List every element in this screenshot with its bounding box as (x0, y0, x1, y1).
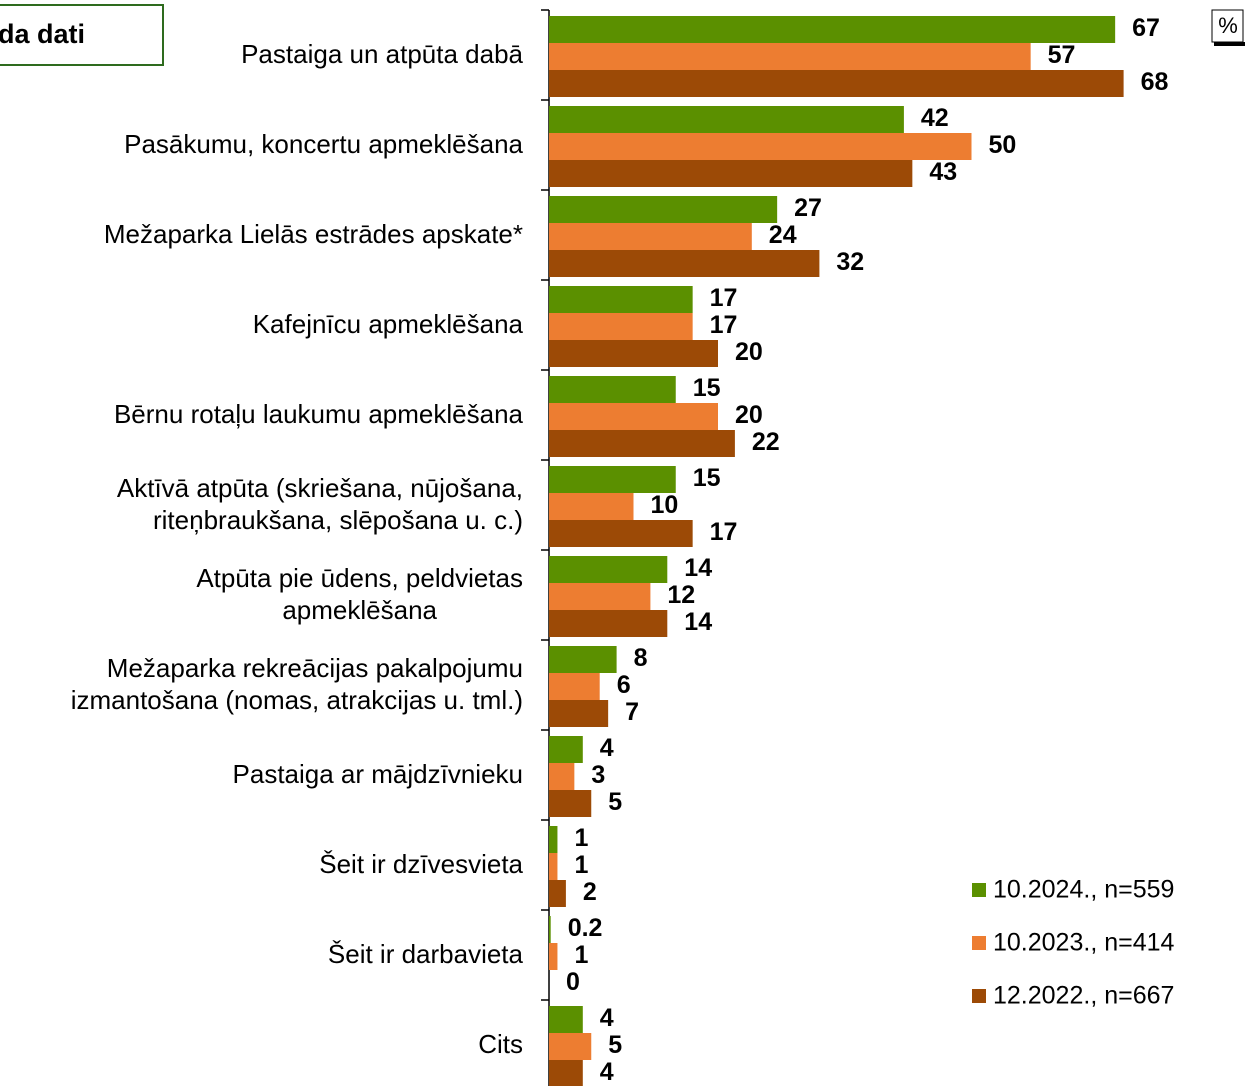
bar (549, 196, 778, 223)
data-label: 15 (693, 464, 721, 492)
data-label: 14 (684, 554, 712, 582)
legend-swatch (972, 936, 986, 950)
bar (549, 376, 676, 403)
data-label: 43 (929, 158, 957, 186)
bar (549, 1060, 583, 1086)
data-label: 3 (591, 761, 605, 789)
data-label: 4 (600, 1004, 614, 1032)
legend-label: 10.2024., n=559 (993, 876, 1174, 904)
bar (549, 403, 718, 430)
bar (549, 430, 735, 457)
bar (549, 106, 904, 133)
category-label: Mežaparka rekreācijas pakalpojumu (107, 653, 523, 683)
bar (549, 286, 693, 313)
bar (549, 943, 558, 970)
bar (549, 223, 752, 250)
data-label: 68 (1141, 68, 1169, 96)
header-text: da dati (0, 19, 85, 49)
category-label: riteņbraukšana, slēpošana u. c.) (153, 505, 523, 535)
bar (549, 16, 1116, 43)
bar (549, 916, 551, 943)
bar (549, 736, 583, 763)
data-label: 5 (608, 788, 622, 816)
data-label: 4 (600, 1058, 614, 1086)
data-label: 57 (1048, 41, 1076, 69)
data-label: 20 (735, 338, 763, 366)
data-label: 67 (1132, 14, 1160, 42)
bar (549, 646, 617, 673)
category-label: Šeit ir darbavieta (328, 939, 524, 969)
bar (549, 1006, 583, 1033)
category-label: Kafejnīcu apmeklēšana (253, 309, 524, 339)
category-label: Aktīvā atpūta (skriešana, nūjošana, (117, 473, 523, 503)
bar (549, 583, 651, 610)
bar (549, 43, 1031, 70)
bar (549, 520, 693, 547)
bar (549, 853, 558, 880)
data-label: 0.2 (568, 914, 603, 942)
legend-swatch (972, 883, 986, 897)
data-label: 27 (794, 194, 822, 222)
data-label: 7 (625, 698, 639, 726)
data-label: 14 (684, 608, 712, 636)
data-label: 1 (574, 941, 588, 969)
category-label: apmeklēšana (282, 595, 437, 625)
bar (549, 133, 972, 160)
bar (549, 763, 575, 790)
data-label: 1 (574, 824, 588, 852)
data-label: 12 (667, 581, 695, 609)
bar (549, 826, 558, 853)
category-label: Cits (478, 1029, 523, 1059)
bar (549, 700, 609, 727)
bar (549, 880, 566, 907)
bar (549, 673, 600, 700)
data-label: 0 (566, 968, 580, 996)
data-label: 6 (617, 671, 631, 699)
category-label: izmantošana (nomas, atrakcijas u. tml.) (71, 685, 523, 715)
unit-label: % (1218, 13, 1238, 38)
legend-label: 10.2023., n=414 (993, 929, 1175, 957)
bar (549, 466, 676, 493)
category-label: Šeit ir dzīvesvieta (319, 849, 523, 879)
bar (549, 610, 668, 637)
unit-box (1211, 9, 1244, 43)
bar (549, 70, 1124, 97)
data-label: 2 (583, 878, 597, 906)
bar (549, 556, 668, 583)
category-label: Pasākumu, koncertu apmeklēšana (124, 129, 523, 159)
category-label: Bērnu rotaļu laukumu apmeklēšana (114, 399, 524, 429)
bar (549, 250, 820, 277)
header-box (0, 4, 164, 66)
data-label: 17 (710, 284, 738, 312)
category-label: Pastaiga ar mājdzīvnieku (233, 759, 523, 789)
bar (549, 340, 718, 367)
data-label: 5 (608, 1031, 622, 1059)
legend-swatch (972, 989, 986, 1003)
data-label: 8 (634, 644, 648, 672)
data-label: 17 (710, 518, 738, 546)
data-label: 32 (836, 248, 864, 276)
data-label: 42 (921, 104, 949, 132)
data-label: 10 (651, 491, 679, 519)
data-label: 22 (752, 428, 780, 456)
legend-label: 12.2022., n=667 (993, 982, 1174, 1010)
bar (549, 160, 913, 187)
data-label: 1 (574, 851, 588, 879)
category-label: Pastaiga un atpūta dabā (241, 39, 523, 69)
category-label: Atpūta pie ūdens, peldvietas (196, 563, 523, 593)
data-label: 15 (693, 374, 721, 402)
bar (549, 493, 634, 520)
data-label: 50 (989, 131, 1017, 159)
data-label: 24 (769, 221, 797, 249)
bar (549, 790, 592, 817)
data-label: 17 (710, 311, 738, 339)
bar (549, 313, 693, 340)
data-label: 20 (735, 401, 763, 429)
data-label: 4 (600, 734, 614, 762)
bar (549, 1033, 592, 1060)
category-label: Mežaparka Lielās estrādes apskate* (104, 219, 523, 249)
